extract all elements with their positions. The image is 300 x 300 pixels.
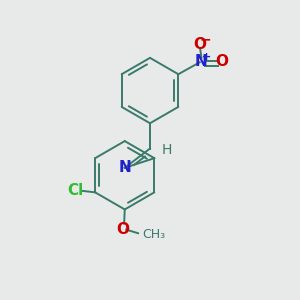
- Text: N: N: [195, 54, 208, 69]
- Text: N: N: [118, 160, 131, 175]
- Text: CH₃: CH₃: [142, 228, 165, 241]
- Text: +: +: [202, 52, 211, 62]
- Text: O: O: [194, 37, 206, 52]
- Text: H: H: [161, 143, 172, 157]
- Text: O: O: [215, 54, 228, 69]
- Text: O: O: [117, 222, 130, 237]
- Text: Cl: Cl: [68, 183, 84, 198]
- Text: −: −: [200, 33, 211, 47]
